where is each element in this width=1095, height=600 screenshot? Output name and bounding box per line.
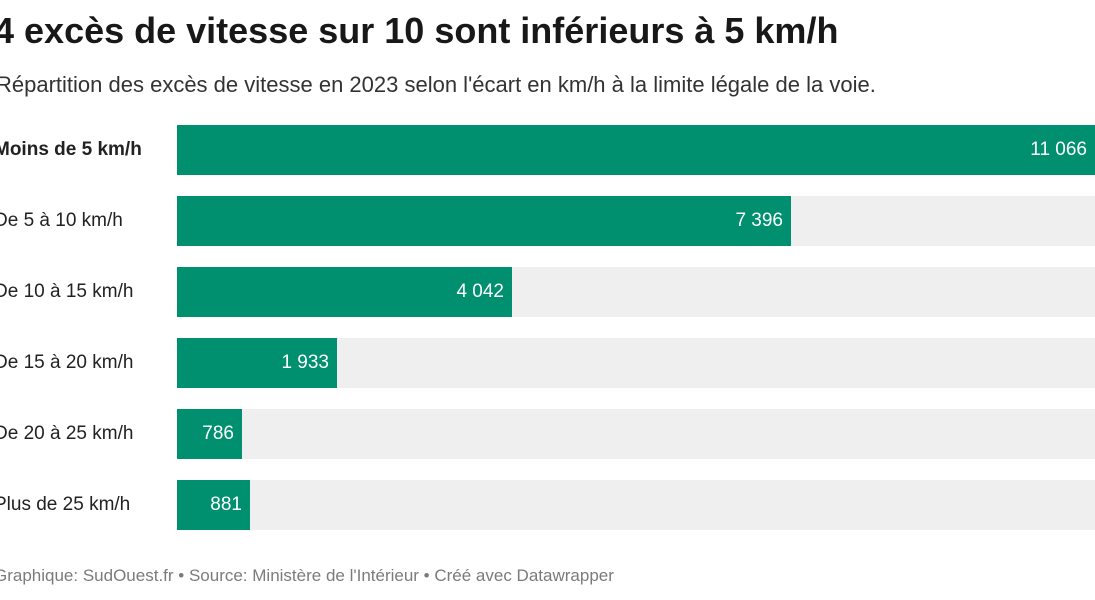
bar-row: De 10 à 15 km/h 4 042 xyxy=(0,267,1095,317)
bar-track xyxy=(177,409,1095,459)
category-label: De 5 à 10 km/h xyxy=(0,210,123,231)
category-label: Plus de 25 km/h xyxy=(0,494,131,515)
bar-row: De 15 à 20 km/h 1 933 xyxy=(0,338,1095,388)
bar-value-label: 7 396 xyxy=(735,210,783,231)
bar-row: Plus de 25 km/h 881 xyxy=(0,480,1095,530)
bar-track xyxy=(177,480,1095,530)
bar xyxy=(177,196,791,246)
bar-row: De 5 à 10 km/h 7 396 xyxy=(0,196,1095,246)
chart-subtitle: Répartition des excès de vitesse en 2023… xyxy=(0,72,876,97)
bar-value-label: 881 xyxy=(210,494,242,515)
category-label: De 10 à 15 km/h xyxy=(0,281,134,302)
bar xyxy=(177,267,512,317)
bar xyxy=(177,338,337,388)
bar-value-label: 786 xyxy=(202,423,234,444)
bar-value-label: 1 933 xyxy=(281,352,329,373)
bar-value-label: 4 042 xyxy=(456,281,504,302)
chart-title: 4 excès de vitesse sur 10 sont inférieur… xyxy=(0,10,839,51)
bar-row: De 20 à 25 km/h 786 xyxy=(0,409,1095,459)
bar-chart: Moins de 5 km/h 11 066 De 5 à 10 km/h 7 396… xyxy=(0,116,1095,546)
bar-row: Moins de 5 km/h 11 066 xyxy=(0,125,1095,175)
chart-footer: Graphique: SudOuest.fr • Source: Ministè… xyxy=(0,566,614,585)
bar xyxy=(177,125,1095,175)
bar xyxy=(177,480,250,530)
category-label: De 15 à 20 km/h xyxy=(0,352,134,373)
bar xyxy=(177,409,242,459)
category-label: Moins de 5 km/h xyxy=(0,139,142,160)
category-label: De 20 à 25 km/h xyxy=(0,423,134,444)
bar-value-label: 11 066 xyxy=(1030,139,1087,160)
